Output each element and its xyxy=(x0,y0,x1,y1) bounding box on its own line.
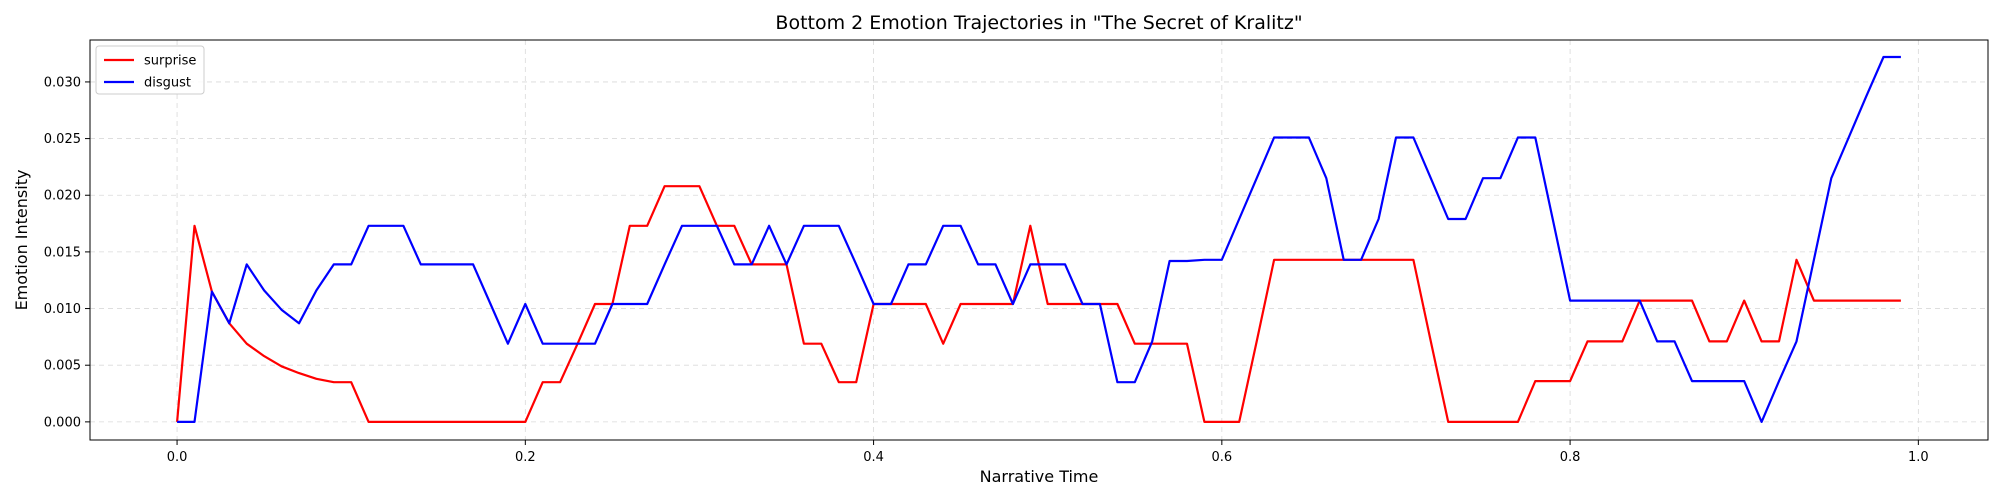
x-tick-label: 0.6 xyxy=(1211,450,1232,465)
x-tick-label: 0.4 xyxy=(863,450,884,465)
x-axis-label: Narrative Time xyxy=(980,467,1099,486)
y-tick-label: 0.030 xyxy=(44,75,81,90)
chart-title: Bottom 2 Emotion Trajectories in "The Se… xyxy=(775,12,1302,34)
x-tick-label: 0.2 xyxy=(515,450,536,465)
y-tick-label: 0.000 xyxy=(44,415,81,430)
y-tick-label: 0.020 xyxy=(44,189,81,204)
y-axis-ticks: 0.000 0.005 0.010 0.015 0.020 0.025 0.030 xyxy=(44,75,90,430)
y-tick-label: 0.025 xyxy=(44,132,81,147)
series-lines xyxy=(176,55,1901,423)
plot-area-frame xyxy=(89,39,1989,441)
y-tick-label: 0.015 xyxy=(44,245,81,260)
legend: surprise disgust xyxy=(95,45,205,95)
y-tick-label: 0.005 xyxy=(44,359,81,374)
x-axis-ticks: 0.0 0.2 0.4 0.6 0.8 1.0 xyxy=(167,440,1929,465)
x-tick-label: 0.8 xyxy=(1560,450,1581,465)
y-axis-label: Emotion Intensity xyxy=(12,170,31,311)
x-tick-label: 0.0 xyxy=(167,450,188,465)
x-tick-label: 1.0 xyxy=(1908,450,1929,465)
y-tick-label: 0.010 xyxy=(44,302,81,317)
series-line-disgust xyxy=(177,55,1901,423)
legend-label-surprise: surprise xyxy=(144,54,196,69)
legend-label-disgust: disgust xyxy=(144,76,191,91)
